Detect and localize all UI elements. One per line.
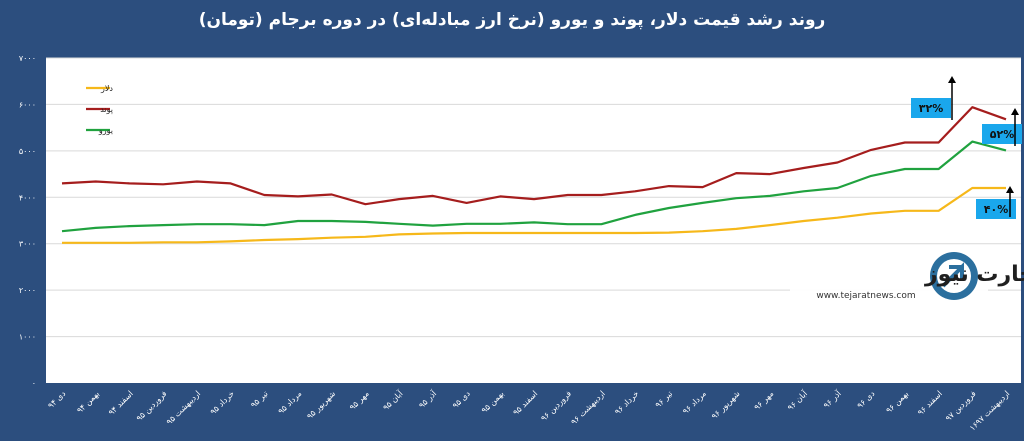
x-tick-label: مهر ۹۵ bbox=[348, 389, 371, 412]
series-lines bbox=[61, 106, 1007, 244]
x-tick-label: اسفند ۹۵ bbox=[511, 389, 539, 417]
annotations: ۳۲% ۵۲% ۴۰% bbox=[911, 76, 1022, 219]
legend-label: دلار bbox=[100, 84, 113, 93]
legend-label: یورو bbox=[98, 126, 113, 135]
series-line bbox=[61, 106, 1007, 206]
x-tick-label: دی ۹۵ bbox=[451, 389, 472, 410]
y-tick-label: ۲۰۰۰ bbox=[19, 286, 36, 295]
x-tick-label: خرداد ۹۵ bbox=[209, 389, 237, 417]
x-tick-label: آبان ۹۵ bbox=[381, 388, 406, 413]
x-tick-label: تیر ۹۶ bbox=[654, 389, 675, 410]
x-tick-label: بهمن ۹۶ bbox=[884, 389, 910, 415]
x-tick-label: شهریور ۹۶ bbox=[710, 389, 742, 421]
x-tick-label: شهریور ۹۵ bbox=[305, 389, 337, 421]
logo-text: تجارت نیوز bbox=[924, 262, 1024, 287]
x-tick-label: فروردین ۹۷ bbox=[944, 389, 978, 423]
x-tick-label: مرداد ۹۵ bbox=[276, 389, 303, 416]
gridlines bbox=[46, 57, 1021, 338]
x-tick-label: فروردین ۹۵ bbox=[135, 389, 169, 423]
y-tick-label: ۱۰۰۰ bbox=[19, 333, 36, 342]
x-tick-label: تیر ۹۵ bbox=[249, 389, 270, 410]
y-tick-label: ۵۰۰۰ bbox=[19, 147, 36, 156]
logo-arrow-icon bbox=[941, 262, 964, 288]
annotation-box bbox=[911, 98, 951, 118]
annotation-label: ۴۰% bbox=[984, 203, 1008, 216]
y-tick-label: ۶۰۰۰ bbox=[19, 100, 36, 109]
x-tick-label: آذر ۹۵ bbox=[416, 388, 438, 410]
series-line bbox=[61, 140, 1007, 233]
logo-url: www.tejaratnews.com bbox=[816, 291, 915, 301]
x-tick-label: دی ۹۴ bbox=[46, 389, 67, 410]
annotation-label: ۳۲% bbox=[919, 102, 943, 115]
up-arrow-icon bbox=[1011, 108, 1019, 115]
annotation-box bbox=[982, 124, 1022, 144]
series-line bbox=[62, 186, 1006, 244]
x-tick-label: مهر ۹۶ bbox=[752, 389, 775, 412]
plot-area bbox=[46, 58, 1021, 383]
up-arrow-icon bbox=[948, 76, 956, 83]
watermark-logo: تجارت نیوز www.tejaratnews.com bbox=[790, 246, 1024, 306]
x-tick-label: آبان ۹۶ bbox=[785, 388, 810, 413]
y-tick-label: ۰ bbox=[32, 379, 36, 388]
x-tick-label: اسفند ۹۴ bbox=[107, 389, 135, 417]
x-tick-label: بهمن ۹۵ bbox=[480, 389, 506, 415]
chart-title: روند رشد قیمت دلار، پوند و یورو (نرخ ارز… bbox=[198, 10, 826, 30]
x-tick-label: فروردین ۹۶ bbox=[539, 389, 573, 423]
annotation-box bbox=[976, 199, 1016, 219]
x-tick-label: خرداد ۹۶ bbox=[613, 389, 641, 417]
legend-label: پوند bbox=[100, 105, 113, 114]
x-tick-label: اسفند ۹۶ bbox=[916, 389, 944, 417]
y-axis: ۰ ۱۰۰۰ ۲۰۰۰ ۳۰۰۰ ۴۰۰۰ ۵۰۰۰ ۶۰۰۰ ۷۰۰۰ bbox=[19, 54, 36, 388]
x-tick-label: اردیبهشت ۹۶ bbox=[569, 389, 607, 427]
x-tick-label: آذر ۹۶ bbox=[821, 388, 843, 410]
x-tick-label: دی ۹۶ bbox=[855, 389, 876, 410]
annotation-label: ۵۲% bbox=[990, 128, 1014, 141]
y-tick-label: ۴۰۰۰ bbox=[19, 193, 36, 202]
y-tick-label: ۷۰۰۰ bbox=[19, 54, 36, 63]
y-tick-label: ۳۰۰۰ bbox=[19, 240, 36, 249]
up-arrow-icon bbox=[1006, 186, 1014, 193]
x-tick-label: اردیبهشت ۹۵ bbox=[165, 389, 203, 427]
x-tick-label: بهمن ۹۴ bbox=[75, 389, 101, 415]
legend: دلار پوند یورو bbox=[86, 84, 113, 135]
x-tick-label: مرداد ۹۶ bbox=[681, 389, 708, 416]
